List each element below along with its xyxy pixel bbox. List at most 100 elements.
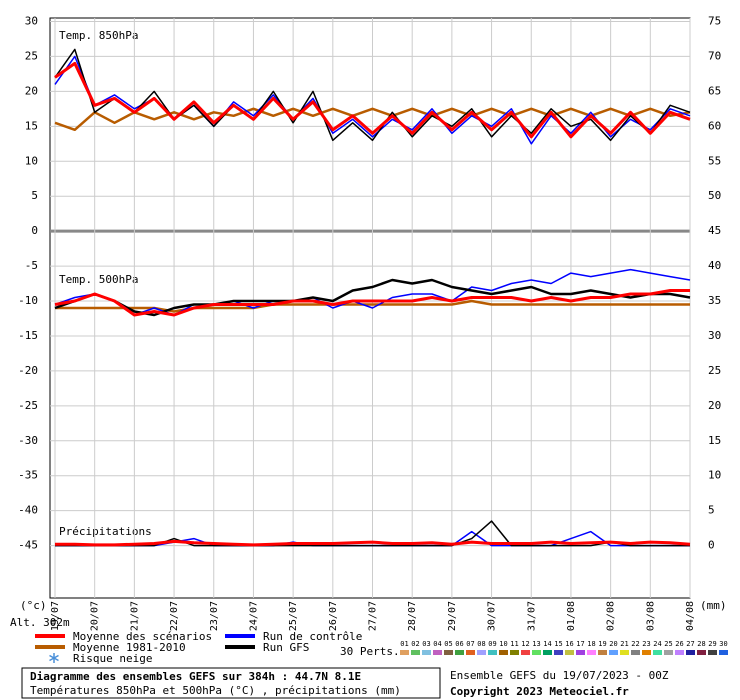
- panel-label: Précipitations: [59, 525, 152, 538]
- pert-swatch: [477, 650, 486, 655]
- pert-label: 28: [697, 640, 705, 648]
- pert-swatch: [411, 650, 420, 655]
- series-line: [54, 107, 691, 132]
- run-info: Ensemble GEFS du 19/07/2023 - 00Z: [450, 669, 669, 682]
- x-tick-label: 31/07: [526, 601, 537, 631]
- legend-label: Risque neige: [73, 652, 152, 665]
- pert-label: 07: [466, 640, 474, 648]
- snow-icon: [49, 653, 59, 663]
- y-tick-label: 10: [25, 154, 38, 167]
- pert-swatch: [499, 650, 508, 655]
- y-tick-label: -30: [18, 434, 38, 447]
- y-tick-label: 30: [25, 14, 38, 27]
- pert-label: 14: [543, 640, 551, 648]
- pert-label: 04: [433, 640, 441, 648]
- y2-tick-label: 35: [708, 294, 721, 307]
- pert-swatch: [587, 650, 596, 655]
- pert-label: 13: [532, 640, 540, 648]
- series-line: [54, 289, 690, 317]
- y2-tick-label: 65: [708, 84, 721, 97]
- pert-swatch: [697, 650, 706, 655]
- y2-tick-label: 70: [708, 49, 721, 62]
- series-line: [55, 539, 691, 547]
- pert-swatch: [444, 650, 453, 655]
- y2-tick-label: 0: [708, 539, 715, 552]
- pert-label: 01: [400, 640, 408, 648]
- y-tick-label: 25: [25, 49, 38, 62]
- copyright: Copyright 2023 Meteociel.fr: [450, 685, 629, 698]
- pert-swatch: [554, 650, 563, 655]
- x-tick-label: 03/08: [645, 601, 656, 631]
- x-tick-label: 20/07: [90, 601, 101, 631]
- pert-swatch: [576, 650, 585, 655]
- x-tick-label: 29/07: [447, 601, 458, 631]
- legend-label: Run GFS: [263, 641, 309, 654]
- pert-label: 22: [631, 640, 639, 648]
- x-tick-label: 25/07: [288, 601, 299, 631]
- series-line: [54, 61, 691, 139]
- pert-label: 17: [576, 640, 584, 648]
- x-tick-label: 30/07: [487, 601, 498, 631]
- y2-tick-label: 30: [708, 329, 721, 342]
- x-tick-label: 21/07: [129, 601, 140, 631]
- pert-swatch: [631, 650, 640, 655]
- x-tick-label: 02/08: [606, 601, 617, 631]
- y-tick-label: 20: [25, 84, 38, 97]
- y-tick-label: -5: [25, 259, 38, 272]
- pert-label: 20: [609, 640, 617, 648]
- pert-label: 18: [587, 640, 595, 648]
- pert-swatch: [664, 650, 673, 655]
- y2-tick-label: 5: [708, 504, 715, 517]
- pert-swatch: [598, 650, 607, 655]
- legend-label: Run de contrôle: [263, 630, 362, 643]
- pert-swatch: [642, 650, 651, 655]
- y2-tick-label: 45: [708, 224, 721, 237]
- y-tick-label: -10: [18, 294, 38, 307]
- chart-title: Diagramme des ensembles GEFS sur 384h : …: [30, 670, 361, 683]
- pert-swatch: [620, 650, 629, 655]
- y-tick-label: -15: [18, 329, 38, 342]
- y2-unit: (mm): [700, 599, 727, 612]
- y2-tick-label: 40: [708, 259, 721, 272]
- pert-label: 23: [642, 640, 650, 648]
- x-tick-label: 01/08: [566, 601, 577, 631]
- pert-swatch: [708, 650, 717, 655]
- y2-tick-label: 15: [708, 434, 721, 447]
- legend-label: 30 Perts.: [340, 645, 400, 658]
- y2-tick-label: 55: [708, 154, 721, 167]
- pert-label: 03: [422, 640, 430, 648]
- pert-swatch: [609, 650, 618, 655]
- pert-label: 08: [477, 640, 485, 648]
- y2-tick-label: 20: [708, 399, 721, 412]
- pert-label: 02: [411, 640, 419, 648]
- pert-swatch: [488, 650, 497, 655]
- x-tick-label: 26/07: [328, 601, 339, 631]
- y-tick-label: -45: [18, 539, 38, 552]
- pert-swatch: [466, 650, 475, 655]
- pert-swatch: [675, 650, 684, 655]
- pert-label: 09: [488, 640, 496, 648]
- y-tick-label: 0: [31, 224, 38, 237]
- pert-swatch: [433, 650, 442, 655]
- pert-label: 30: [719, 640, 727, 648]
- pert-label: 16: [565, 640, 573, 648]
- panel-label: Temp. 500hPa: [59, 273, 138, 286]
- pert-label: 06: [455, 640, 463, 648]
- x-tick-label: 19/07: [50, 601, 61, 631]
- pert-swatch: [455, 650, 464, 655]
- pert-swatch: [543, 650, 552, 655]
- pert-swatch: [719, 650, 728, 655]
- x-tick-label: 28/07: [407, 601, 418, 631]
- altitude: Alt. 302m: [10, 616, 70, 629]
- y-tick-label: 5: [31, 189, 38, 202]
- x-tick-label: 24/07: [248, 601, 259, 631]
- y-unit: (°c): [20, 599, 47, 612]
- pert-swatch: [653, 650, 662, 655]
- y2-tick-label: 10: [708, 469, 721, 482]
- series-line: [54, 268, 691, 316]
- pert-swatch: [686, 650, 695, 655]
- pert-label: 27: [686, 640, 694, 648]
- pert-label: 15: [554, 640, 562, 648]
